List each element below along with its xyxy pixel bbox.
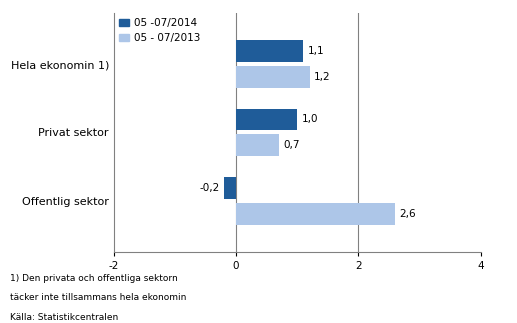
Text: 0,7: 0,7 [283, 141, 300, 151]
Bar [236, 109, 297, 130]
Text: 1,1: 1,1 [308, 46, 324, 56]
Legend: 05 -07/2014, 05 - 07/2013: 05 -07/2014, 05 - 07/2013 [119, 18, 200, 43]
Text: -0,2: -0,2 [200, 183, 220, 193]
Text: 1) Den privata och offentliga sektorn: 1) Den privata och offentliga sektorn [10, 274, 178, 283]
Bar [224, 177, 236, 199]
Bar [236, 66, 310, 88]
Bar [236, 134, 279, 156]
Text: 1,0: 1,0 [301, 114, 318, 124]
Text: 2,6: 2,6 [400, 209, 416, 219]
Text: Källa: Statistikcentralen: Källa: Statistikcentralen [10, 313, 118, 322]
Text: 1,2: 1,2 [314, 72, 330, 82]
Bar [236, 203, 395, 224]
Bar [236, 40, 303, 62]
Text: täcker inte tillsammans hela ekonomin: täcker inte tillsammans hela ekonomin [10, 293, 187, 302]
